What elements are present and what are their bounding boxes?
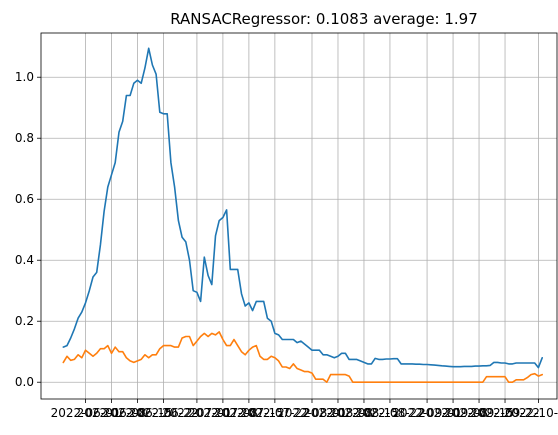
x-tick-label: 2022-06-01 [51,406,121,420]
x-tick-label: 2022-08-15 [329,406,399,420]
x-tick-label: 2022-06-15 [103,406,173,420]
grid [41,33,557,399]
series-line-1 [62,47,544,369]
x-tick-label: 2022-07-22 [240,406,310,420]
plot-frame [40,32,558,400]
y-tick-label: 0.4 [15,253,34,267]
x-tick-label: 2022-09-22 [470,406,540,420]
x-tick-label: 2022-10-01 [504,406,558,420]
x-tick-label: 2022-09-01 [392,406,462,420]
x-axis: 2022-06-012022-06-082022-06-152022-06-22… [51,399,558,420]
x-tick-label: 2022-07-15 [214,406,284,420]
x-tick-label: 2022-09-15 [444,406,514,420]
y-axis: 0.0 0.2 0.4 0.6 0.8 1.0 [15,70,41,389]
series-layer [62,47,544,384]
x-tick-label: 2022-08-01 [277,406,347,420]
y-tick-label: 0.0 [15,375,34,389]
x-tick-label: 2022-08-08 [303,406,373,420]
chart-title: RANSACRegressor: 0.1083 average: 1.97 [170,10,478,28]
x-tick-label: 2022-07-08 [188,406,258,420]
y-tick-label: 0.6 [15,192,34,206]
x-tick-label: 2022-09-08 [418,406,488,420]
x-tick-label: 2022-07-01 [162,406,232,420]
x-tick-label: 2022-06-08 [77,406,147,420]
y-tick-label: 1.0 [15,70,34,84]
x-tick-label: 2022-06-22 [129,406,199,420]
series-line-2 [62,331,544,384]
x-tick-label: 2022-08-22 [355,406,425,420]
y-tick-label: 0.8 [15,131,34,145]
y-tick-label: 0.2 [15,314,34,328]
